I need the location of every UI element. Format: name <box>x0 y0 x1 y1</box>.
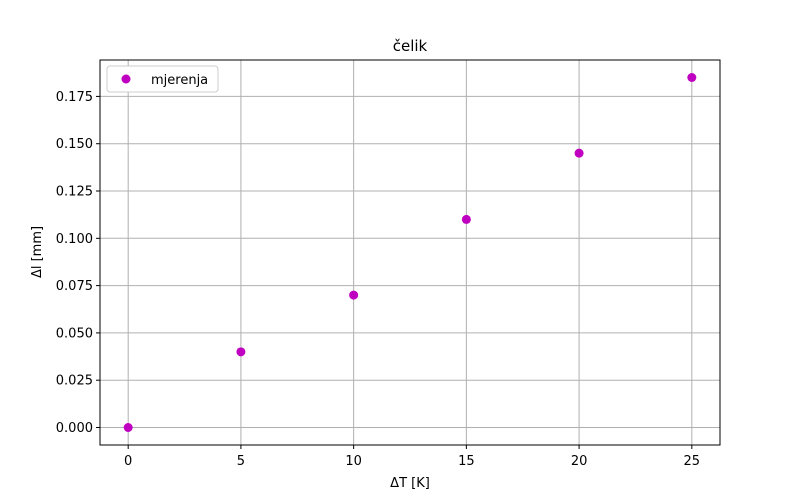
y-tick-label: 0.175 <box>56 90 93 105</box>
y-tick-label: 0.100 <box>56 232 93 247</box>
x-axis-label: ΔT [K] <box>390 476 430 491</box>
data-point <box>236 347 246 357</box>
y-axis-label: Δl [mm] <box>30 226 45 278</box>
legend-marker <box>121 74 131 84</box>
x-tick-label: 0 <box>124 454 132 469</box>
x-tick-label: 5 <box>237 454 245 469</box>
legend-label: mjerenja <box>151 73 208 88</box>
data-point <box>349 290 359 300</box>
data-point <box>461 214 471 224</box>
y-tick-label: 0.050 <box>56 326 93 341</box>
y-tick-label: 0.150 <box>56 137 93 152</box>
x-tick-label: 20 <box>571 454 588 469</box>
points-layer <box>123 73 697 432</box>
legend-box <box>106 65 219 93</box>
x-tick-label: 25 <box>684 454 701 469</box>
data-point <box>687 73 697 82</box>
x-tick-label: 10 <box>345 454 362 469</box>
x-tick-label: 15 <box>458 454 475 469</box>
plot-frame <box>99 59 721 446</box>
x-ticks: 0 5 10 15 20 25 <box>124 445 700 469</box>
y-ticks: 0.000 0.025 0.050 0.075 0.100 0.125 0.150 0.175 <box>56 90 100 436</box>
chart-title: čelik <box>393 37 428 55</box>
y-tick-label: 0.000 <box>56 421 93 436</box>
data-point <box>123 423 133 432</box>
y-tick-label: 0.025 <box>56 374 93 389</box>
legend: mjerenja <box>106 65 219 93</box>
data-point <box>574 148 584 158</box>
y-tick-label: 0.125 <box>56 185 93 200</box>
y-tick-label: 0.075 <box>56 279 93 294</box>
grid-layer <box>100 60 720 445</box>
